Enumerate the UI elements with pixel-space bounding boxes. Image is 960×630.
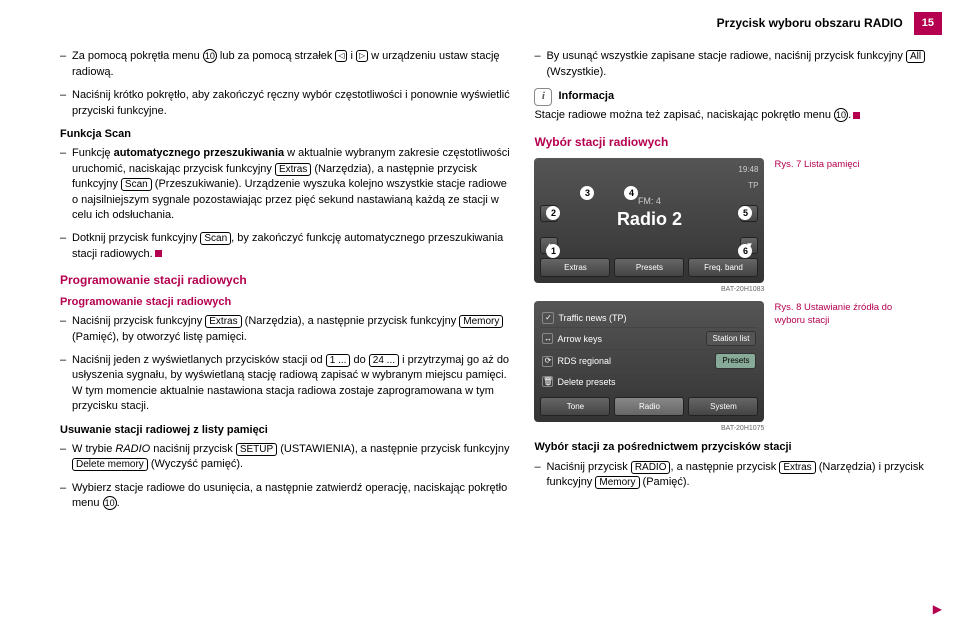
settings-row[interactable]: ↔Arrow keys Station list [540, 328, 758, 350]
figure-7-caption: Rys. 7 Lista pamięci [774, 158, 859, 171]
checkbox-icon: ✓ [542, 312, 554, 324]
info-row: i Informacja [534, 88, 942, 106]
presets-button[interactable]: Presets [614, 258, 684, 277]
content-columns: – Za pomocą pokrętła menu 10 lub za pomo… [60, 49, 942, 519]
callout-1: 1 [546, 244, 560, 258]
extras-key: Extras [779, 461, 815, 474]
end-square-icon [155, 250, 162, 257]
end-square-icon [853, 112, 860, 119]
radio-tab[interactable]: Radio [614, 397, 684, 416]
list-item: – Naciśnij krótko pokrętło, aby zakończy… [60, 88, 510, 119]
list-item: – Naciśnij przycisk RADIO, a następnie p… [534, 460, 942, 491]
header-title: Przycisk wyboru obszaru RADIO [717, 15, 903, 32]
preset-1-key: 1 ... [326, 354, 351, 367]
info-label: Informacja [558, 89, 614, 104]
list-item: – W trybie RADIO naciśnij przycisk SETUP… [60, 442, 510, 473]
programming-subheading: Programowanie stacji radiowych [60, 295, 510, 310]
extras-key: Extras [275, 163, 311, 176]
info-icon: i [534, 88, 552, 106]
scan-key: Scan [121, 178, 152, 191]
ref-10-icon: 10 [103, 496, 117, 510]
scan-heading: Funkcja Scan [60, 127, 510, 142]
figure-8-row: ✓Traffic news (TP) ↔Arrow keys Station l… [534, 301, 942, 435]
station-list-button[interactable]: Station list [706, 331, 757, 346]
left-column: – Za pomocą pokrętła menu 10 lub za pomo… [60, 49, 510, 519]
delete-icon: 🗑 [542, 376, 553, 387]
station-name: Radio 2 [617, 207, 682, 232]
presets-option-button[interactable]: Presets [715, 353, 756, 368]
page-header: Przycisk wyboru obszaru RADIO 15 [60, 12, 942, 35]
freq-band-button[interactable]: Freq. band [688, 258, 758, 277]
radio-key: RADIO [631, 461, 671, 474]
page-number: 15 [914, 12, 942, 35]
callout-6: 6 [738, 244, 752, 258]
next-page-arrow-icon: ▶ [933, 601, 942, 618]
programming-heading: Programowanie stacji radiowych [60, 272, 510, 289]
list-item: – By usunąć wszystkie zapisane stacje ra… [534, 49, 942, 80]
info-text: Stacje radiowe można też zapisać, nacisk… [534, 108, 942, 123]
list-item: – Wybierz stacje radiowe do usunięcia, a… [60, 481, 510, 512]
rds-icon: ⟳ [542, 356, 553, 367]
screenshots-area: 3 4 2 5 1 6 19:48 TP [534, 158, 942, 434]
radio-screen-2: ✓Traffic news (TP) ↔Arrow keys Station l… [534, 301, 764, 423]
delete-heading: Usuwanie stacji radiowej z listy pamięci [60, 423, 510, 438]
list-item: – Naciśnij jeden z wyświetlanych przycis… [60, 353, 510, 415]
list-item: – Naciśnij przycisk funkcyjny Extras (Na… [60, 314, 510, 345]
radio-screen-1: 3 4 2 5 1 6 19:48 TP [534, 158, 764, 283]
settings-row[interactable]: ✓Traffic news (TP) [540, 309, 758, 329]
figure-8-caption: Rys. 8 Ustawianie źródła do wyboru stacj… [774, 301, 894, 328]
station-select-heading: Wybór stacji radiowych [534, 134, 942, 151]
left-arrow-icon: ◁ [335, 50, 347, 62]
setup-key: SETUP [236, 443, 277, 456]
preset-select-heading: Wybór stacji za pośrednictwem przycisków… [534, 440, 942, 455]
settings-row[interactable]: ⟳RDS regional Presets [540, 350, 758, 372]
right-arrow-icon: ▷ [356, 50, 368, 62]
ref-10-icon: 10 [834, 108, 848, 122]
image-ref: BAT-20H1083 [534, 285, 764, 295]
right-column: – By usunąć wszystkie zapisane stacje ra… [534, 49, 942, 519]
all-key: All [906, 50, 925, 63]
clock-label: 19:48 [738, 164, 758, 175]
system-tab[interactable]: System [688, 397, 758, 416]
delete-memory-key: Delete memory [72, 458, 148, 471]
ref-10-icon: 10 [203, 49, 217, 63]
list-item: – Dotknij przycisk funkcyjny Scan, by za… [60, 231, 510, 262]
list-item: – Funkcję automatycznego przeszukiwania … [60, 146, 510, 223]
scan-key: Scan [200, 232, 231, 245]
figure-7-row: 3 4 2 5 1 6 19:48 TP [534, 158, 942, 294]
extras-key: Extras [205, 315, 241, 328]
preset-24-key: 24 ... [369, 354, 399, 367]
memory-key: Memory [459, 315, 503, 328]
image-ref: BAT-20H1075 [534, 424, 764, 434]
extras-button[interactable]: Extras [540, 258, 610, 277]
memory-key: Memory [595, 476, 639, 489]
arrow-icon: ↔ [542, 333, 553, 344]
tp-label: TP [748, 180, 758, 191]
tone-tab[interactable]: Tone [540, 397, 610, 416]
list-item: – Za pomocą pokrętła menu 10 lub za pomo… [60, 49, 510, 80]
settings-row[interactable]: 🗑Delete presets [540, 373, 758, 392]
